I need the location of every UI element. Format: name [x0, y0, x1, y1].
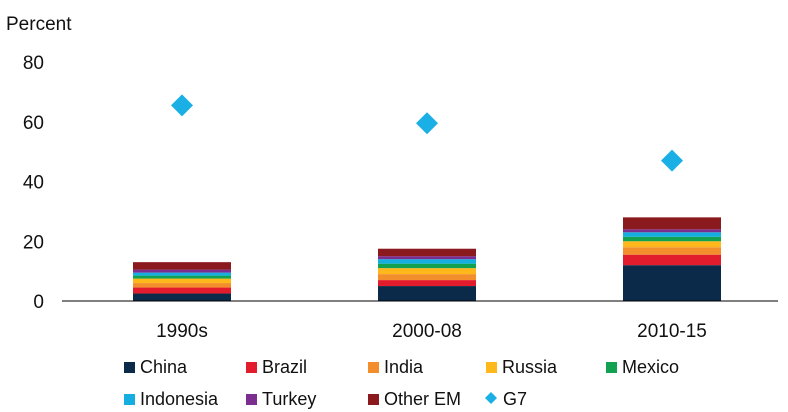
bar-segment-other-em — [623, 217, 721, 230]
g7-markers — [171, 94, 683, 172]
legend-swatch — [246, 394, 257, 405]
bar-segment-russia — [378, 268, 476, 275]
bar-segment-turkey — [133, 269, 231, 273]
y-tick-label: 0 — [33, 292, 44, 313]
y-axis-ticks: 0 20 40 60 80 — [23, 53, 44, 313]
bar-segment-india — [133, 283, 231, 288]
y-tick-label: 40 — [23, 173, 44, 194]
legend-swatch-g7 — [485, 392, 497, 404]
legend-swatch — [606, 362, 617, 373]
g7-marker — [661, 149, 683, 172]
legend-swatch — [246, 362, 257, 373]
bar-segment-brazil — [378, 280, 476, 287]
x-axis-labels: 1990s 2000-08 2010-15 — [156, 321, 707, 342]
legend-swatch — [486, 362, 497, 373]
bar-segment-mexico — [378, 263, 476, 269]
bar-segment-indonesia — [623, 232, 721, 237]
legend-label: India — [384, 357, 424, 377]
g7-marker — [171, 94, 193, 117]
bar-segment-china — [133, 293, 231, 301]
legend-label: Turkey — [262, 389, 316, 409]
bar-segment-mexico — [623, 236, 721, 242]
bar-segment-china — [378, 286, 476, 301]
legend-label: Indonesia — [140, 389, 219, 409]
legend-label: G7 — [503, 389, 527, 409]
bar-segment-indonesia — [378, 259, 476, 264]
bar-segment-brazil — [133, 287, 231, 294]
bar-segment-brazil — [623, 254, 721, 266]
bar-segment-turkey — [378, 256, 476, 260]
x-category-label: 2010-15 — [637, 321, 707, 342]
g7-marker — [416, 112, 438, 135]
legend-label: Other EM — [384, 389, 461, 409]
legend-swatch — [124, 394, 135, 405]
legend-label: Mexico — [622, 357, 679, 377]
legend-label: Brazil — [262, 357, 307, 377]
bar-segment-china — [623, 265, 721, 301]
bar-segment-india — [623, 247, 721, 255]
bars — [133, 217, 721, 301]
legend: China Brazil India Russia Mexico Indonesia Tur… — [124, 357, 679, 409]
bar-segment-russia — [133, 278, 231, 284]
y-tick-label: 20 — [23, 232, 44, 253]
bar-segment-russia — [623, 241, 721, 248]
bar-segment-mexico — [133, 275, 231, 279]
y-tick-label: 80 — [23, 53, 44, 74]
legend-swatch — [368, 362, 379, 373]
x-category-label: 2000-08 — [392, 321, 462, 342]
bar-segment-india — [378, 274, 476, 281]
legend-swatch — [368, 394, 379, 405]
y-unit-label: Percent — [6, 14, 72, 35]
bar-segment-indonesia — [133, 272, 231, 276]
bar-segment-other-em — [378, 248, 476, 257]
bar-segment-other-em — [133, 262, 231, 270]
legend-label: China — [140, 357, 188, 377]
legend-swatch — [124, 362, 135, 373]
y-tick-label: 60 — [23, 113, 44, 134]
x-category-label: 1990s — [156, 321, 208, 342]
bar-segment-turkey — [623, 229, 721, 233]
legend-label: Russia — [502, 357, 558, 377]
